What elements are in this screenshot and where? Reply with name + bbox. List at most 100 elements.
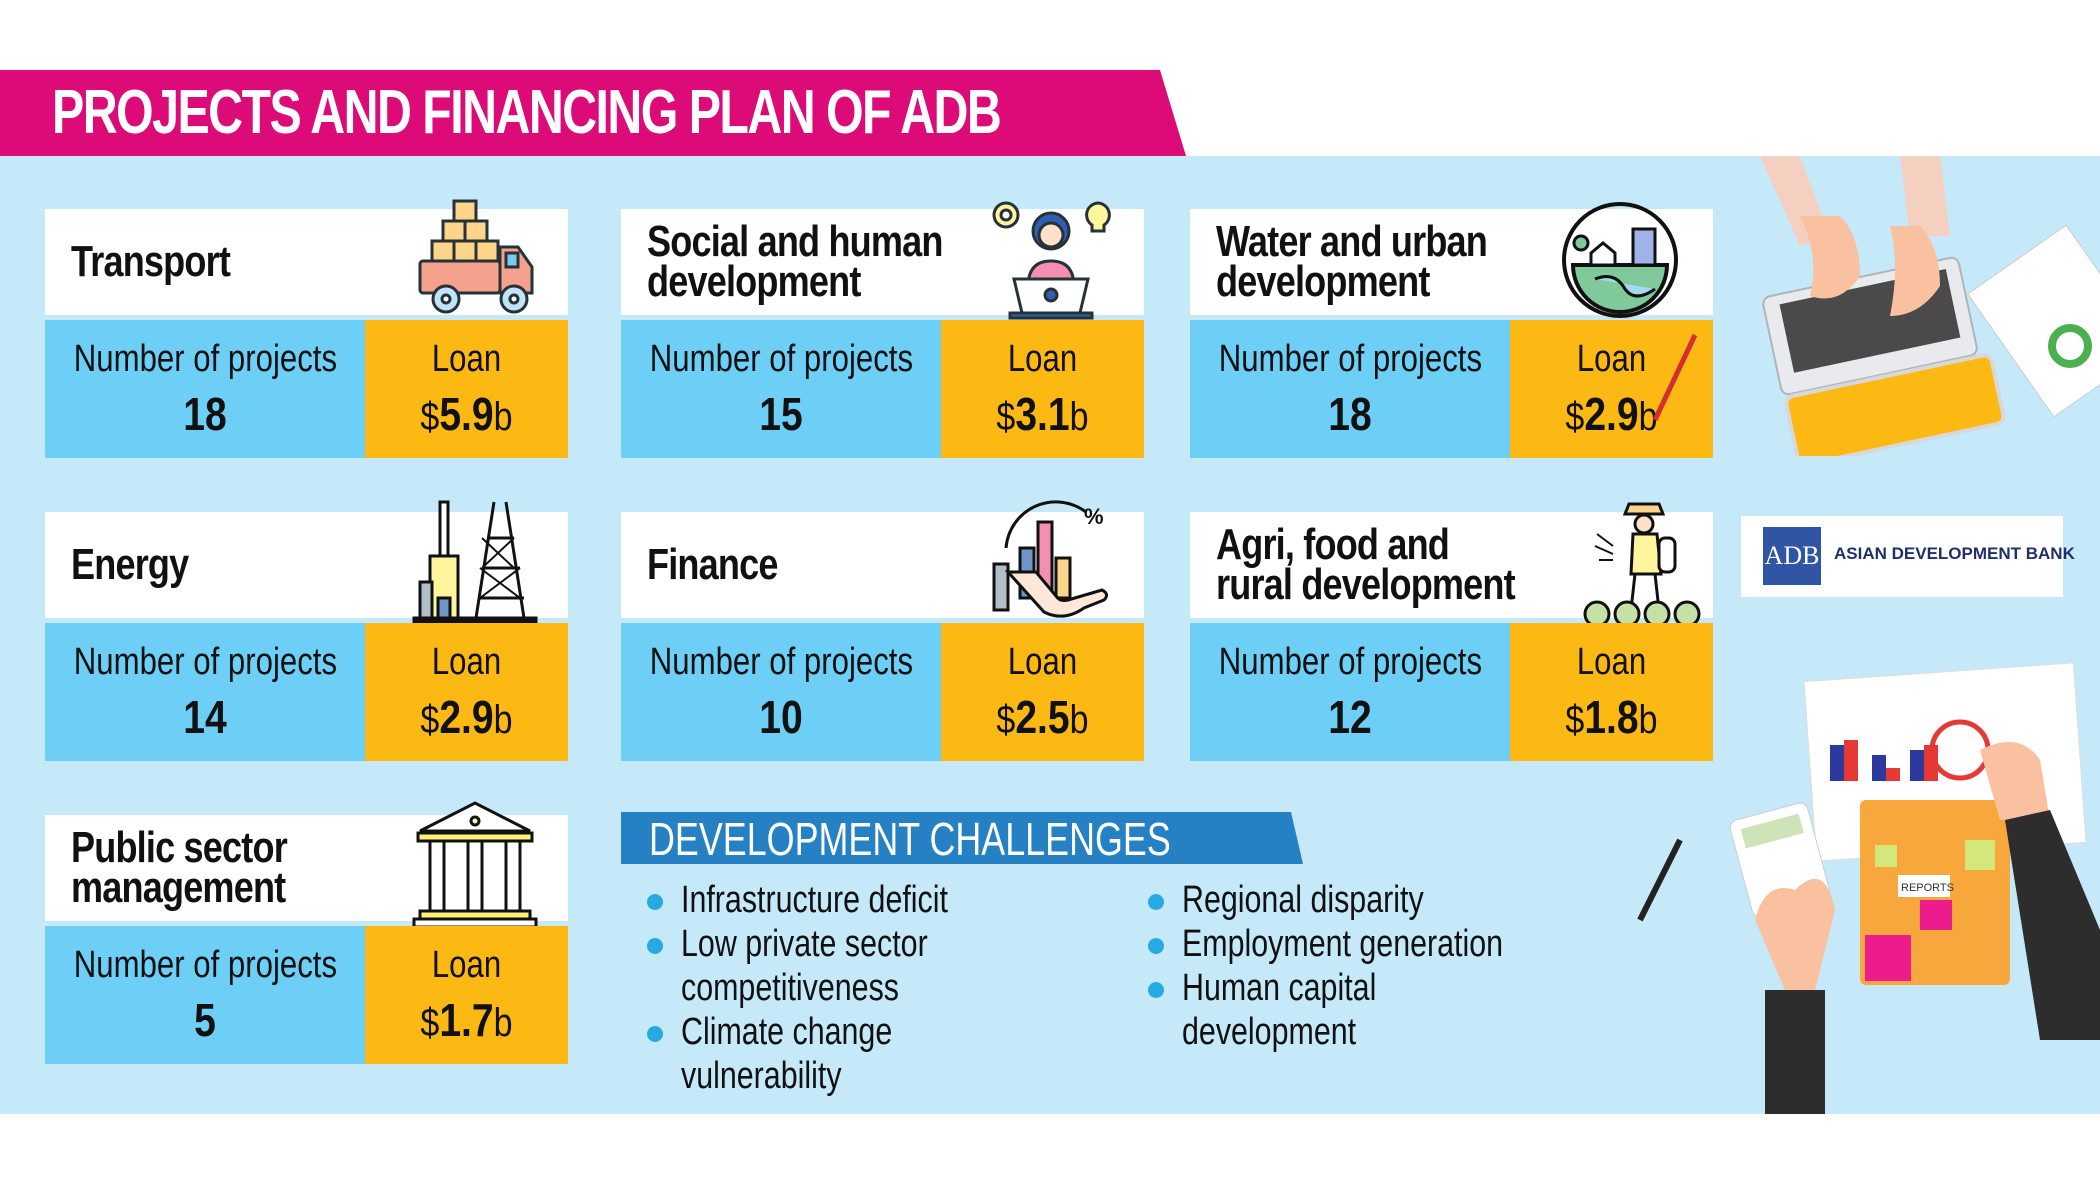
- project-count-cell: Number of projects 5: [45, 926, 365, 1064]
- project-count: 12: [1328, 691, 1372, 743]
- loan-value: 1.7: [439, 994, 494, 1046]
- pen-icon: [1637, 838, 1683, 922]
- unit-suffix: b: [1069, 698, 1089, 742]
- hand-chart-icon: %: [992, 500, 1109, 618]
- currency-symbol: $: [996, 395, 1016, 439]
- loan-cell: Loan $2.9b: [1510, 320, 1713, 458]
- count-label: Number of projects: [649, 338, 914, 380]
- loan-cell: Loan $5.9b: [365, 320, 568, 458]
- project-count: 5: [194, 994, 216, 1046]
- loan-label: Loan: [1007, 338, 1078, 380]
- challenge-item: Employment generation: [1146, 922, 1602, 966]
- loan-cell: Loan $2.5b: [941, 623, 1144, 761]
- currency-symbol: $: [996, 698, 1016, 742]
- sector-name: Water and urban development: [1216, 217, 1488, 306]
- person-laptop-icon: [992, 201, 1111, 320]
- loan-amount: $3.1b: [956, 387, 1129, 441]
- loan-cell: Loan $2.9b: [365, 623, 568, 761]
- currency-symbol: $: [420, 698, 440, 742]
- challenge-text: Human capital development: [1182, 967, 1377, 1053]
- loan-value: 1.8: [1584, 691, 1639, 743]
- loan-label: Loan: [1576, 641, 1647, 683]
- unit-suffix: b: [493, 698, 513, 742]
- globe-city-icon: [1562, 202, 1678, 318]
- challenge-item: Infrastructure deficit: [645, 878, 1101, 922]
- project-count: 14: [183, 691, 227, 743]
- project-count: 18: [183, 388, 227, 440]
- loan-label: Loan: [431, 338, 502, 380]
- card-header: Water and urban development: [1190, 202, 1713, 318]
- sector-name: Social and human development: [647, 217, 943, 306]
- loan-label: Loan: [431, 641, 502, 683]
- bullet-icon: [647, 894, 663, 910]
- challenges-list-left: Infrastructure deficit Low private secto…: [645, 878, 1101, 1098]
- project-count-cell: Number of projects 10: [621, 623, 941, 761]
- unit-suffix: b: [1638, 698, 1658, 742]
- card-header: Public sector management: [45, 801, 568, 929]
- loan-amount: $2.5b: [956, 690, 1129, 744]
- project-count-cell: Number of projects 15: [621, 320, 941, 458]
- svg-text:%: %: [1084, 504, 1104, 529]
- currency-symbol: $: [1565, 698, 1585, 742]
- count-label: Number of projects: [1218, 641, 1483, 683]
- challenge-text: Regional disparity: [1182, 879, 1424, 921]
- government-building-icon: [412, 801, 538, 929]
- sector-stats: Number of projects 18 Loan $5.9b: [45, 320, 568, 458]
- sector-name: Transport: [71, 237, 231, 286]
- loan-value: 2.5: [1015, 691, 1070, 743]
- card-header: Energy: [45, 500, 568, 624]
- folder-label: REPORTS: [1901, 882, 1954, 894]
- count-label: Number of projects: [649, 641, 914, 683]
- adb-logo: ADB ASIAN DEVELOPMENT BANK: [1741, 516, 2075, 597]
- loan-value: 3.1: [1015, 388, 1070, 440]
- project-count-cell: Number of projects 18: [1190, 320, 1510, 458]
- challenges-title: DEVELOPMENT CHALLENGES: [649, 813, 1171, 865]
- card-header: Agri, food and rural development: [1190, 502, 1713, 628]
- bullet-icon: [1148, 938, 1164, 954]
- farmer-icon: [1583, 502, 1701, 628]
- sector-stats: Number of projects 5 Loan $1.7b: [45, 926, 568, 1064]
- loan-amount: $5.9b: [380, 387, 553, 441]
- reports-calculator-illustration: REPORTS: [1637, 662, 2100, 1114]
- sector-stats: Number of projects 15 Loan $3.1b: [621, 320, 1144, 458]
- challenge-text: Infrastructure deficit: [681, 879, 948, 921]
- sector-stats: Number of projects 10 Loan $2.5b: [621, 623, 1144, 761]
- card-header: Social and human development: [621, 201, 1144, 320]
- project-count-cell: Number of projects 14: [45, 623, 365, 761]
- project-count: 10: [759, 691, 803, 743]
- project-count: 15: [759, 388, 803, 440]
- count-label: Number of projects: [73, 944, 338, 986]
- sector-stats: Number of projects 12 Loan $1.8b: [1190, 623, 1713, 761]
- page-title: PROJECTS AND FINANCING PLAN OF ADB: [52, 78, 1002, 147]
- count-label: Number of projects: [1218, 338, 1483, 380]
- bullet-icon: [1148, 894, 1164, 910]
- challenges-header: DEVELOPMENT CHALLENGES: [621, 812, 1303, 864]
- card-header: Finance %: [621, 500, 1144, 618]
- laptop-hands-illustration: [1760, 156, 2100, 456]
- challenge-item: Human capital development: [1146, 966, 1602, 1054]
- loan-value: 2.9: [1584, 388, 1639, 440]
- sector-name: Energy: [71, 540, 189, 589]
- challenge-text: Climate change vulnerability: [681, 1011, 893, 1097]
- challenge-item: Regional disparity: [1146, 878, 1602, 922]
- title-banner: PROJECTS AND FINANCING PLAN OF ADB: [0, 70, 1186, 156]
- count-label: Number of projects: [73, 641, 338, 683]
- unit-suffix: b: [493, 1001, 513, 1045]
- unit-suffix: b: [493, 395, 513, 439]
- loan-amount: $2.9b: [1525, 387, 1698, 441]
- bullet-icon: [647, 1026, 663, 1042]
- currency-symbol: $: [420, 1001, 440, 1045]
- loan-amount: $1.7b: [380, 993, 553, 1047]
- sector-name: Public sector management: [71, 823, 288, 912]
- bullet-icon: [1148, 982, 1164, 998]
- sector-stats: Number of projects 14 Loan $2.9b: [45, 623, 568, 761]
- loan-cell: Loan $1.8b: [1510, 623, 1713, 761]
- loan-label: Loan: [1576, 338, 1647, 380]
- count-label: Number of projects: [73, 338, 338, 380]
- challenge-text: Low private sector competitiveness: [681, 923, 928, 1009]
- sector-name: Finance: [647, 540, 778, 589]
- project-count-cell: Number of projects 12: [1190, 623, 1510, 761]
- adb-logo-name: ASIAN DEVELOPMENT BANK: [1834, 544, 2075, 563]
- challenges-list-right: Regional disparity Employment generation…: [1146, 878, 1602, 1054]
- challenge-text: Employment generation: [1182, 923, 1504, 965]
